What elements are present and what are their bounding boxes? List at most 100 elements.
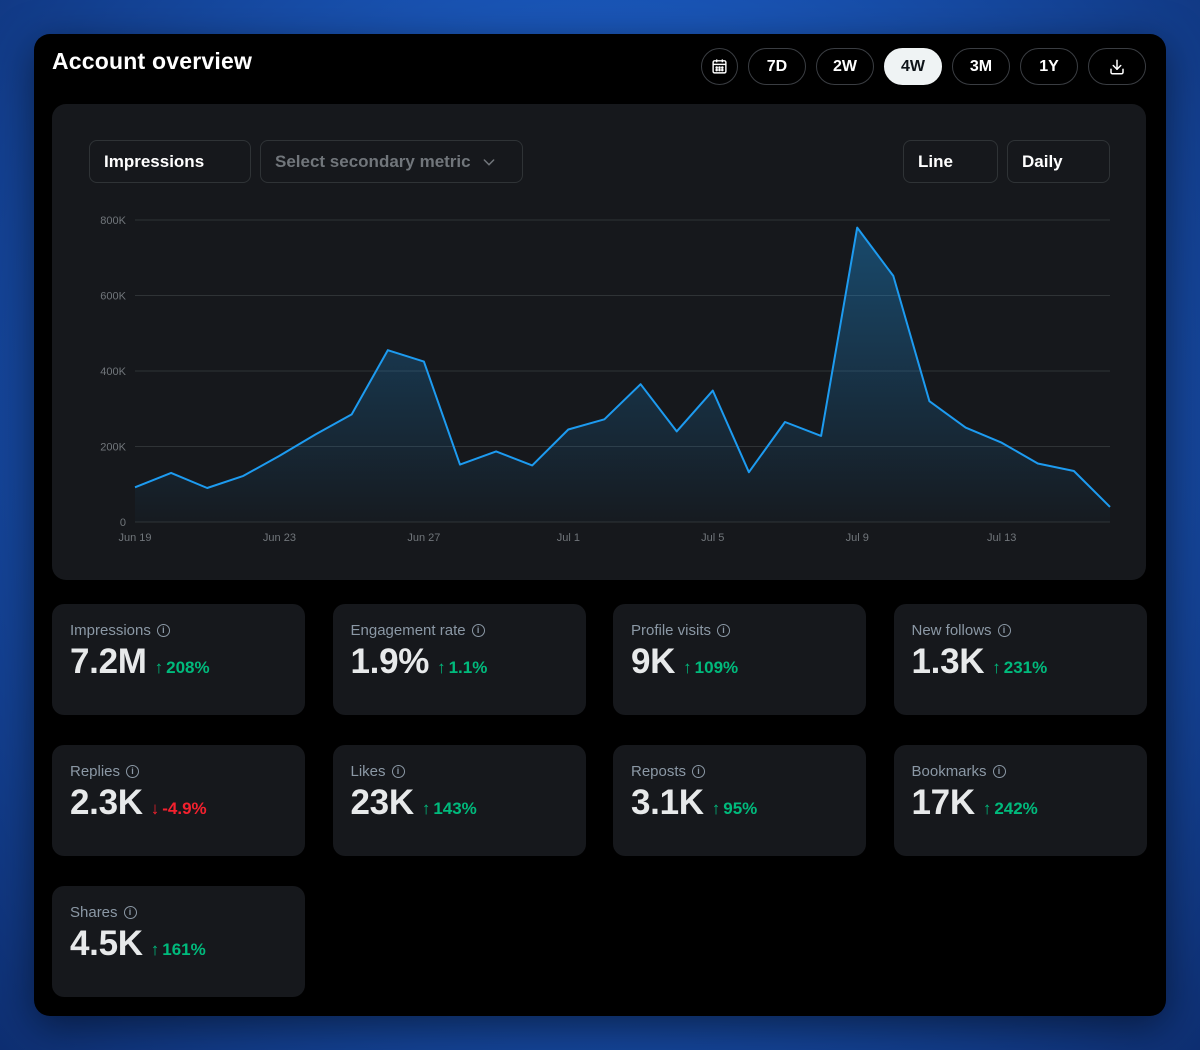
data-point[interactable] bbox=[563, 425, 573, 435]
granularity-label: Daily bbox=[1022, 151, 1063, 171]
impressions-chart: 0 200K 400K 600K 800K Jun 19 Jun 23 Jun 27 Jul 1… bbox=[100, 215, 1115, 544]
data-point[interactable] bbox=[491, 446, 501, 456]
data-point[interactable] bbox=[419, 357, 429, 367]
data-point[interactable] bbox=[1033, 458, 1043, 468]
data-point[interactable] bbox=[347, 409, 357, 419]
arrow-up-icon: ↑ bbox=[683, 658, 692, 677]
data-point[interactable] bbox=[274, 451, 284, 461]
metric-value: 1.3K bbox=[911, 642, 985, 681]
range-1y-button[interactable]: 1Y bbox=[1020, 48, 1078, 85]
impressions-area bbox=[135, 227, 1110, 522]
metric-value-row: 7.2M ↑ 208% bbox=[70, 642, 287, 682]
granularity-select[interactable]: Daily bbox=[1007, 140, 1110, 183]
data-point[interactable] bbox=[455, 460, 465, 470]
x-tick-label: Jun 23 bbox=[263, 532, 296, 544]
chart-type-label: Line bbox=[918, 151, 953, 171]
x-tick-label: Jul 1 bbox=[557, 532, 580, 544]
metric-label: Reposts bbox=[631, 763, 687, 780]
data-point[interactable] bbox=[383, 345, 393, 355]
metric-value: 9K bbox=[631, 642, 676, 681]
metric-value: 1.9% bbox=[350, 642, 430, 681]
metric-label: Impressions bbox=[70, 622, 151, 639]
metric-label: Bookmarks bbox=[911, 763, 987, 780]
range-7d-button[interactable]: 7D bbox=[748, 48, 806, 85]
metric-value: 17K bbox=[911, 783, 976, 822]
data-point[interactable] bbox=[527, 460, 537, 470]
data-point[interactable] bbox=[888, 271, 898, 281]
data-point[interactable] bbox=[202, 483, 212, 493]
page-title: Account overview bbox=[52, 48, 253, 74]
metric-value-row: 23K ↑ 143% bbox=[351, 783, 568, 823]
metric-value-row: 4.5K ↑ 161% bbox=[70, 924, 287, 964]
metric-card[interactable]: Likes i 23K ↑ 143% bbox=[332, 745, 586, 856]
date-range-selector: 7D 2W 4W 3M 1Y bbox=[701, 48, 1146, 85]
range-2w-button[interactable]: 2W bbox=[816, 48, 874, 85]
data-point[interactable] bbox=[708, 386, 718, 396]
calendar-icon bbox=[712, 59, 727, 74]
metric-card[interactable]: Bookmarks i 17K ↑ 242% bbox=[893, 745, 1147, 856]
secondary-metric-select[interactable]: Select secondary metric bbox=[260, 140, 523, 183]
data-point[interactable] bbox=[166, 468, 176, 478]
data-point[interactable] bbox=[997, 438, 1007, 448]
metric-change-value: 242% bbox=[994, 799, 1038, 818]
metric-change-value: 231% bbox=[1003, 658, 1048, 677]
info-icon[interactable]: i bbox=[992, 765, 1006, 778]
x-tick-label: Jul 13 bbox=[987, 532, 1016, 544]
data-point[interactable] bbox=[1105, 502, 1115, 512]
info-icon[interactable]: i bbox=[471, 624, 485, 637]
data-point[interactable] bbox=[672, 426, 682, 436]
metric-card[interactable]: Reposts i 3.1K ↑ 95% bbox=[613, 745, 866, 856]
metric-value: 7.2M bbox=[70, 642, 147, 681]
metric-value-row: 1.9% ↑ 1.1% bbox=[351, 642, 568, 682]
data-point[interactable] bbox=[961, 423, 971, 433]
data-point[interactable] bbox=[130, 482, 140, 492]
info-icon[interactable]: i bbox=[126, 765, 140, 778]
info-icon[interactable]: i bbox=[997, 624, 1011, 637]
data-point[interactable] bbox=[924, 396, 934, 406]
metric-card[interactable]: Profile visits i 9K ↑ 109% bbox=[613, 604, 866, 715]
arrow-up-icon: ↑ bbox=[154, 658, 164, 677]
metric-change: ↑ 109% bbox=[683, 658, 738, 678]
metric-card[interactable]: Replies i 2.3K ↓ -4.9% bbox=[52, 745, 305, 856]
metric-card[interactable]: Impressions i 7.2M ↑ 208% bbox=[52, 604, 305, 715]
arrow-up-icon: ↑ bbox=[982, 799, 992, 818]
data-point[interactable] bbox=[780, 417, 790, 427]
metric-change: ↑ 161% bbox=[151, 940, 206, 960]
metric-change: ↑ 231% bbox=[992, 658, 1047, 678]
metric-change-value: 161% bbox=[162, 940, 206, 959]
info-icon[interactable]: i bbox=[123, 906, 137, 919]
info-icon[interactable]: i bbox=[717, 624, 731, 637]
x-tick-label: Jun 27 bbox=[407, 532, 440, 544]
metric-label-row: Engagement rate i bbox=[351, 622, 568, 639]
info-icon[interactable]: i bbox=[391, 765, 405, 778]
metric-label-row: Reposts i bbox=[631, 763, 848, 780]
metric-card[interactable]: New follows i 1.3K ↑ 231% bbox=[893, 604, 1147, 715]
data-point[interactable] bbox=[1069, 466, 1079, 476]
range-4w-button[interactable]: 4W bbox=[884, 48, 942, 85]
data-point[interactable] bbox=[311, 429, 321, 439]
data-point[interactable] bbox=[816, 431, 826, 441]
metric-label-row: New follows i bbox=[912, 622, 1129, 639]
data-point[interactable] bbox=[238, 471, 248, 481]
data-point[interactable] bbox=[852, 223, 862, 233]
arrow-up-icon: ↑ bbox=[711, 799, 721, 818]
info-icon[interactable]: i bbox=[156, 624, 170, 637]
chart-type-select[interactable]: Line bbox=[903, 140, 998, 183]
info-icon[interactable]: i bbox=[692, 765, 706, 778]
metric-card[interactable]: Engagement rate i 1.9% ↑ 1.1% bbox=[332, 604, 586, 715]
data-point[interactable] bbox=[636, 379, 646, 389]
calendar-button[interactable] bbox=[701, 48, 738, 85]
arrow-down-icon: ↓ bbox=[150, 799, 160, 818]
range-3m-button[interactable]: 3M bbox=[952, 48, 1010, 85]
x-tick-label: Jul 9 bbox=[846, 532, 869, 544]
metric-label: Engagement rate bbox=[350, 622, 466, 639]
data-point[interactable] bbox=[744, 467, 754, 477]
primary-metric-select[interactable]: Impressions bbox=[89, 140, 251, 183]
metric-card[interactable]: Shares i 4.5K ↑ 161% bbox=[52, 886, 305, 997]
x-tick-label: Jul 5 bbox=[701, 532, 724, 544]
download-button[interactable] bbox=[1088, 48, 1146, 85]
metric-label-row: Impressions i bbox=[70, 622, 287, 639]
data-point[interactable] bbox=[599, 414, 609, 424]
download-icon bbox=[1110, 59, 1124, 74]
arrow-up-icon: ↑ bbox=[150, 940, 160, 959]
